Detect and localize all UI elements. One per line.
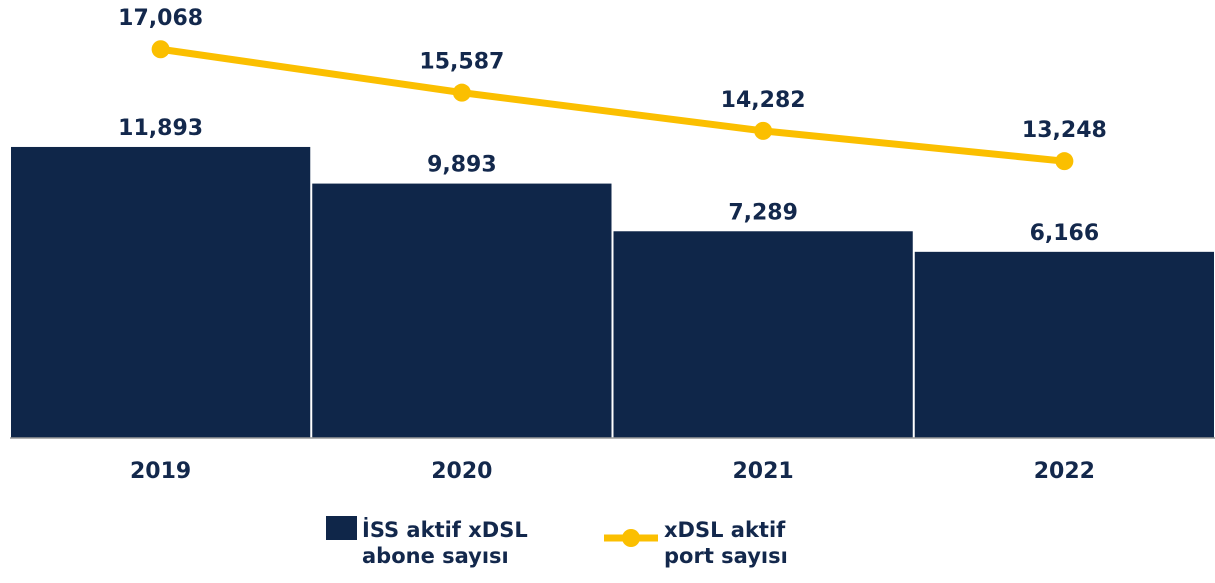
line-value-label: 15,587 [419, 50, 504, 75]
legend-swatch [622, 529, 640, 547]
x-tick-label: 2020 [431, 459, 492, 484]
x-tick-label: 2021 [733, 459, 794, 484]
x-tick-label: 2019 [130, 459, 191, 484]
legend-swatch [326, 516, 357, 540]
legend-label: İSS aktif xDSL abone sayısı [362, 518, 528, 568]
line-point [151, 40, 170, 59]
bar-value-label: 9,893 [427, 153, 497, 178]
line-point [1055, 152, 1074, 171]
line-value-label: 14,282 [721, 88, 806, 113]
x-tick-label: 2022 [1034, 459, 1095, 484]
line-point [754, 121, 773, 140]
bar-value-label: 6,166 [1030, 221, 1100, 246]
line [160, 45, 1065, 165]
line-point [452, 83, 471, 102]
bar-value-label: 11,893 [118, 116, 203, 141]
bar-value-label: 7,289 [728, 200, 798, 225]
line-value-label: 13,248 [1022, 118, 1107, 143]
bar [11, 146, 311, 438]
bar [613, 231, 913, 438]
bar [914, 251, 1214, 438]
bar [312, 183, 612, 438]
line-value-label: 17,068 [118, 6, 203, 31]
legend-label: xDSL aktif port sayısı [664, 518, 788, 568]
